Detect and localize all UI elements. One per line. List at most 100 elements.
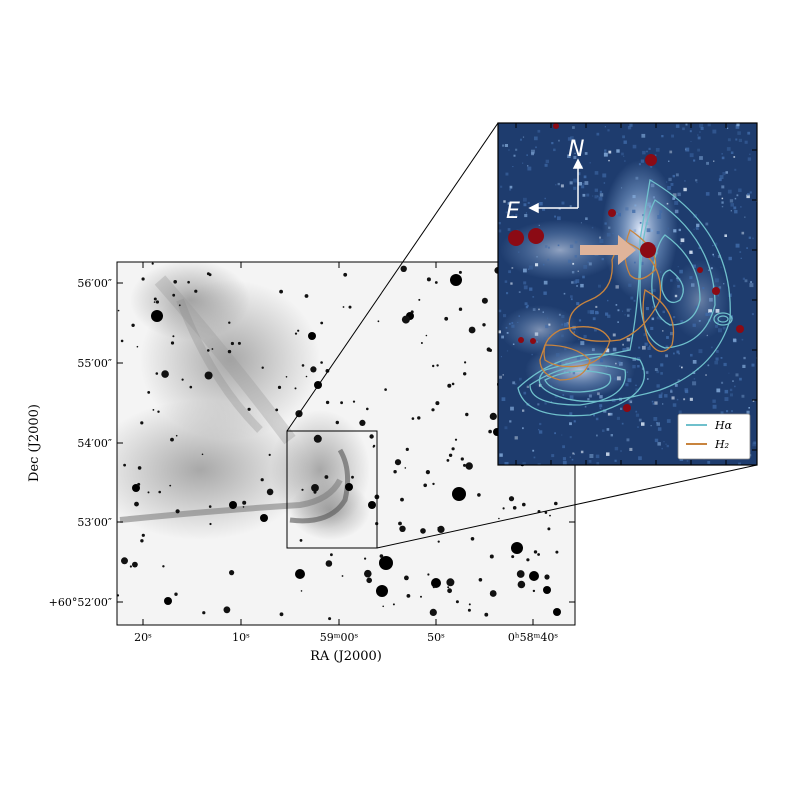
noise-pixel bbox=[578, 338, 580, 340]
star bbox=[543, 586, 551, 594]
noise-pixel bbox=[661, 135, 664, 138]
noise-pixel bbox=[505, 211, 508, 214]
compass-east-label: E bbox=[506, 199, 520, 224]
noise-pixel bbox=[607, 129, 610, 132]
noise-pixel bbox=[626, 337, 631, 342]
star bbox=[382, 605, 385, 608]
noise-pixel bbox=[738, 138, 742, 142]
noise-pixel bbox=[682, 127, 685, 131]
noise-pixel bbox=[659, 271, 662, 273]
noise-pixel bbox=[539, 202, 543, 206]
noise-pixel bbox=[638, 163, 641, 166]
noise-pixel bbox=[502, 374, 504, 376]
noise-pixel bbox=[582, 193, 586, 197]
star bbox=[384, 388, 387, 391]
noise-pixel bbox=[544, 163, 548, 167]
noise-pixel bbox=[550, 385, 553, 387]
noise-pixel bbox=[532, 308, 536, 311]
noise-pixel bbox=[567, 154, 571, 158]
star bbox=[529, 571, 539, 581]
noise-pixel bbox=[603, 409, 607, 413]
noise-pixel bbox=[708, 309, 712, 313]
noise-pixel bbox=[600, 359, 603, 362]
star bbox=[204, 371, 213, 380]
noise-pixel bbox=[660, 363, 664, 367]
noise-pixel bbox=[692, 360, 697, 364]
noise-pixel bbox=[617, 321, 619, 323]
noise-pixel bbox=[686, 460, 689, 462]
noise-pixel bbox=[518, 251, 520, 253]
noise-pixel bbox=[693, 159, 696, 162]
noise-pixel bbox=[708, 269, 710, 271]
noise-pixel bbox=[596, 132, 600, 136]
x-tick-label: 10ˢ bbox=[232, 631, 250, 644]
noise-pixel bbox=[564, 322, 568, 327]
noise-pixel bbox=[606, 232, 611, 237]
h2-contours bbox=[539, 229, 675, 381]
noise-pixel bbox=[510, 406, 514, 411]
star bbox=[343, 272, 348, 277]
noise-pixel bbox=[686, 189, 688, 191]
noise-pixel bbox=[660, 392, 663, 395]
noise-pixel bbox=[606, 428, 610, 431]
noise-pixel bbox=[734, 197, 737, 200]
star bbox=[392, 603, 395, 606]
noise-pixel bbox=[551, 142, 554, 145]
noise-pixel bbox=[712, 404, 717, 409]
x-tick-label: 20ˢ bbox=[134, 631, 152, 644]
noise-pixel bbox=[508, 270, 511, 274]
noise-pixel bbox=[635, 384, 637, 387]
noise-pixel bbox=[660, 372, 663, 375]
noise-pixel bbox=[612, 232, 614, 235]
noise-pixel bbox=[743, 356, 746, 360]
star bbox=[431, 578, 441, 588]
star bbox=[158, 490, 161, 494]
noise-pixel bbox=[747, 193, 750, 196]
noise-pixel bbox=[742, 364, 746, 368]
star bbox=[398, 521, 402, 526]
star bbox=[230, 341, 234, 346]
star bbox=[304, 294, 309, 298]
noise-pixel bbox=[620, 407, 623, 410]
star bbox=[237, 341, 241, 345]
noise-pixel bbox=[692, 381, 697, 386]
star bbox=[157, 410, 160, 413]
noise-pixel bbox=[706, 334, 708, 336]
star bbox=[377, 320, 380, 323]
noise-pixel bbox=[696, 223, 700, 227]
noise-pixel bbox=[571, 271, 575, 274]
noise-pixel bbox=[656, 370, 660, 374]
noise-pixel bbox=[580, 450, 584, 454]
noise-pixel bbox=[668, 177, 672, 182]
noise-pixel bbox=[650, 229, 653, 232]
star bbox=[132, 484, 140, 492]
star bbox=[348, 305, 352, 309]
noise-pixel bbox=[654, 401, 658, 405]
noise-pixel bbox=[512, 381, 516, 385]
noise-pixel bbox=[535, 146, 537, 149]
noise-pixel bbox=[523, 281, 527, 285]
noise-pixel bbox=[584, 405, 587, 408]
star bbox=[325, 400, 330, 405]
noise-pixel bbox=[509, 185, 513, 189]
noise-pixel bbox=[628, 283, 632, 287]
noise-pixel bbox=[659, 213, 661, 215]
noise-pixel bbox=[727, 189, 732, 194]
noise-pixel bbox=[569, 205, 572, 208]
noise-pixel bbox=[649, 345, 651, 347]
noise-pixel bbox=[574, 152, 576, 155]
star bbox=[141, 277, 145, 281]
noise-pixel bbox=[747, 131, 751, 135]
noise-pixel bbox=[587, 261, 589, 263]
noise-pixel bbox=[725, 171, 728, 174]
noise-pixel bbox=[734, 210, 738, 214]
star bbox=[426, 277, 431, 282]
noise-pixel bbox=[557, 244, 560, 247]
noise-pixel bbox=[505, 172, 509, 176]
star bbox=[311, 484, 319, 492]
noise-pixel bbox=[554, 215, 556, 218]
noise-pixel bbox=[567, 137, 572, 141]
noise-pixel bbox=[652, 402, 655, 405]
noise-pixel bbox=[649, 354, 652, 358]
noise-pixel bbox=[577, 172, 581, 176]
